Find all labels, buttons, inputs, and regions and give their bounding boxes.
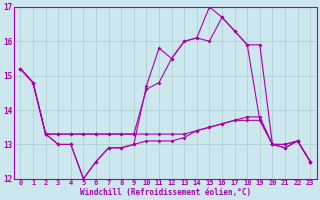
X-axis label: Windchill (Refroidissement éolien,°C): Windchill (Refroidissement éolien,°C) bbox=[80, 188, 251, 197]
